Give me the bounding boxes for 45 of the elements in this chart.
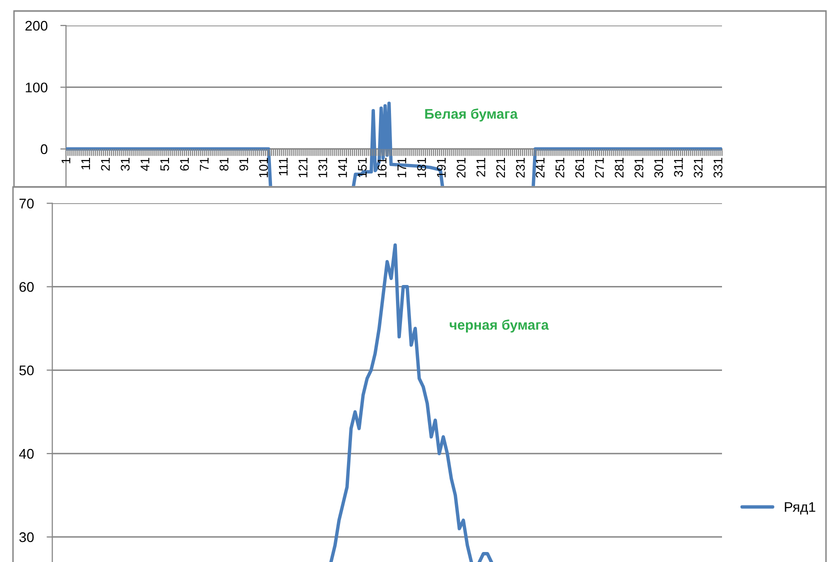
x-tick-label: 61 <box>180 158 189 171</box>
x-tick-label: 271 <box>594 158 604 178</box>
x-tick-label: 161 <box>378 158 386 178</box>
legend-label: Ряд1 <box>784 502 816 515</box>
x-tick-label: 131 <box>318 158 328 178</box>
x-tick-label: 201 <box>456 158 466 178</box>
y-tick-label: 50 <box>19 365 34 376</box>
x-tick-label: 291 <box>634 158 644 178</box>
x-tick-label: 211 <box>476 158 486 177</box>
x-tick-label: 171 <box>398 158 406 178</box>
x-tick-label: 91 <box>239 158 248 171</box>
x-tick-label: 181 <box>417 158 426 178</box>
y-tick-label: 100 <box>26 82 48 92</box>
x-tick-label: 331 <box>714 158 722 178</box>
x-tick-label: 281 <box>614 158 624 178</box>
x-tick-label: 191 <box>436 158 446 178</box>
annotation: черная бумага <box>450 319 549 333</box>
x-tick-label: 11 <box>81 158 90 170</box>
y-tick-label: 200 <box>25 20 48 31</box>
y-tick-label: 0 <box>40 144 48 154</box>
x-tick-label: 31 <box>120 158 130 171</box>
x-tick-label: 241 <box>536 158 544 178</box>
x-tick-label: 301 <box>654 158 664 178</box>
x-tick-label: 81 <box>220 158 228 171</box>
x-tick-label: 111 <box>278 158 288 176</box>
x-tick-label: 71 <box>200 158 209 171</box>
x-tick-label: 221 <box>496 158 505 178</box>
y-tick-label: 40 <box>19 448 34 459</box>
x-tick-label: 1 <box>62 158 70 164</box>
x-tick-label: 121 <box>298 158 308 178</box>
x-tick-label: 231 <box>516 158 525 178</box>
x-tick-label: 51 <box>160 158 170 171</box>
x-tick-label: 41 <box>140 158 150 171</box>
x-tick-label: 251 <box>555 158 564 178</box>
x-tick-label: 261 <box>575 158 584 178</box>
annotation: Белая бумага <box>425 108 518 122</box>
x-tick-label: 101 <box>259 158 268 178</box>
x-tick-label: 151 <box>358 158 367 178</box>
x-tick-label: 21 <box>101 158 110 171</box>
y-tick-label: 60 <box>20 282 34 292</box>
x-tick-label: 311 <box>674 158 683 177</box>
x-tick-label: 321 <box>694 158 703 178</box>
x-tick-label: 141 <box>338 158 347 178</box>
y-tick-label: 30 <box>19 532 34 542</box>
y-tick-label: 70 <box>20 198 34 208</box>
